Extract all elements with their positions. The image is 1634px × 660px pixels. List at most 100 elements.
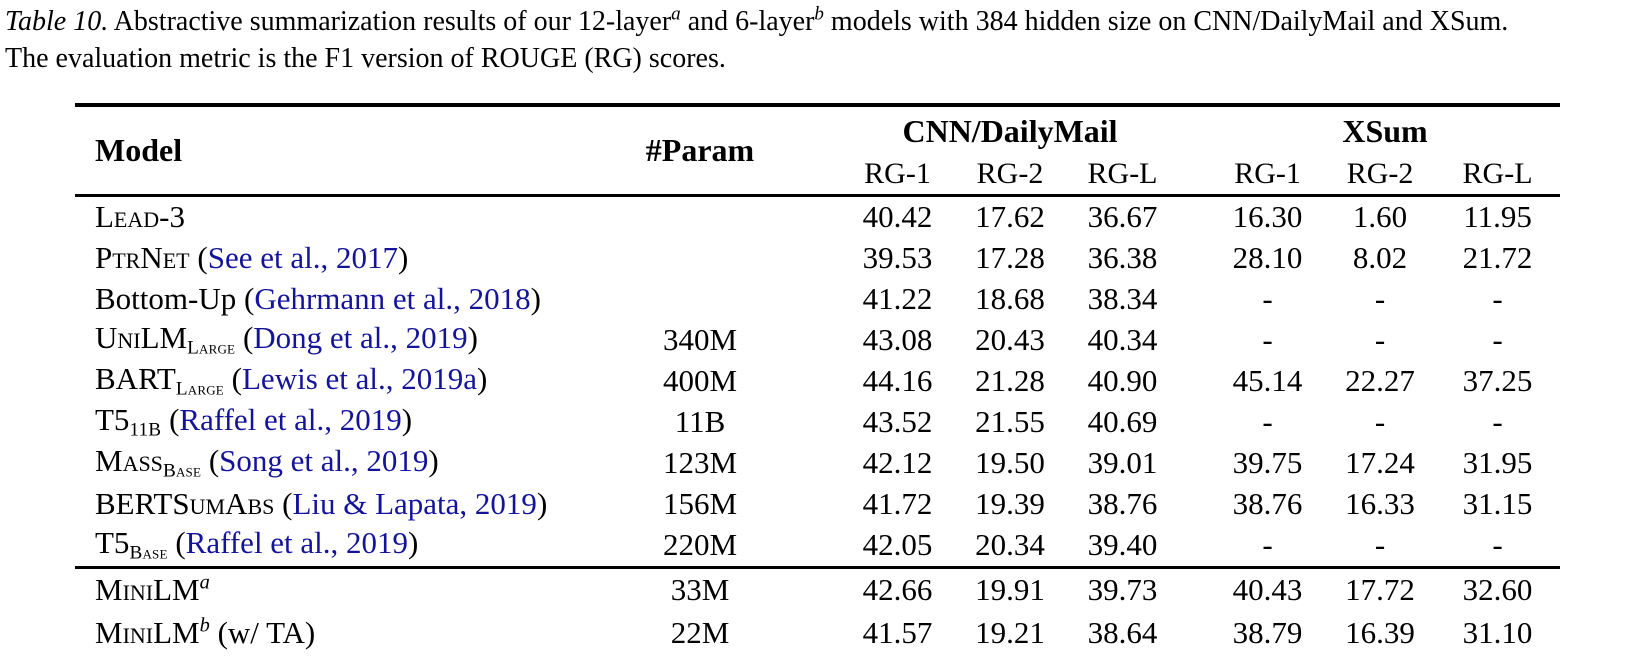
model-cell: BERTSumAbs (Liu & Lapata, 2019) bbox=[95, 486, 548, 521]
col-group-xsum: XSum bbox=[1342, 112, 1428, 149]
score-cell: 41.72 bbox=[862, 486, 933, 521]
model-cell: BARTLarge (Lewis et al., 2019a) bbox=[95, 361, 488, 400]
param-cell bbox=[635, 195, 765, 238]
caption-text-2: and 6-layer bbox=[680, 6, 815, 37]
score-cell: 39.73 bbox=[1065, 565, 1181, 612]
score-cell: 40.34 bbox=[1087, 322, 1158, 357]
score-cell: 44.16 bbox=[862, 363, 933, 398]
spacer bbox=[1180, 195, 1210, 238]
model-cell: MassBase (Song et al., 2019) bbox=[95, 443, 439, 482]
model-name: UniLM bbox=[95, 320, 188, 356]
model-name-suffix: (w/ TA) bbox=[209, 615, 316, 650]
col-header-model: Model bbox=[75, 105, 635, 197]
col-group-cnn-dailymail: CNN/DailyMail bbox=[902, 112, 1118, 149]
score-cell: - bbox=[1492, 527, 1503, 562]
table-row: UniLMLarge (Dong et al., 2019) 340M 43.08 2… bbox=[75, 320, 1560, 361]
score-cell: - bbox=[1374, 281, 1386, 316]
col-header-cnn-rg2: RG-2 bbox=[955, 155, 1065, 197]
score-cell: 39.53 bbox=[862, 240, 933, 275]
score-cell: 39.40 bbox=[1087, 527, 1158, 562]
spacer bbox=[1180, 238, 1210, 279]
score-cell: 37.25 bbox=[1462, 363, 1533, 398]
col-header-xsum-rg2: RG-2 bbox=[1325, 155, 1436, 197]
param-cell: 156M bbox=[662, 486, 738, 521]
citation-link[interactable]: Raffel et al., 2019 bbox=[179, 402, 402, 438]
table-row: Lead-3 40.42 17.62 36.67 16.30 1.60 11.95 bbox=[75, 195, 1560, 238]
table-row: Bottom-Up (Gehrmann et al., 2018) 41.22 18… bbox=[75, 279, 1560, 320]
model-name: PtrNet bbox=[95, 240, 190, 275]
group-header-row: Model #Param CNN/DailyMail XSum bbox=[75, 105, 1560, 197]
spacer bbox=[765, 279, 840, 320]
model-subscript: 11B bbox=[129, 419, 162, 441]
param-cell: 220M bbox=[662, 527, 738, 562]
param-cell bbox=[635, 238, 765, 279]
score-cell: 21.28 bbox=[975, 363, 1045, 398]
score-cell: - bbox=[1262, 322, 1273, 357]
model-subscript: Large bbox=[187, 337, 236, 359]
score-cell: 31.10 bbox=[1462, 615, 1533, 650]
score-cell: - bbox=[1374, 322, 1386, 357]
score-cell: 40.90 bbox=[1087, 363, 1158, 398]
score-cell: - bbox=[1492, 281, 1503, 316]
score-cell: 42.05 bbox=[862, 527, 933, 562]
caption-text-4: The evaluation metric is the F1 version … bbox=[5, 43, 726, 74]
score-cell: 17.28 bbox=[975, 240, 1045, 275]
col-header-param: #Param bbox=[635, 105, 765, 197]
model-name: Mass bbox=[95, 443, 163, 479]
model-subscript: Base bbox=[129, 542, 168, 564]
caption-superscript-a: a bbox=[671, 3, 681, 25]
score-cell: 21.72 bbox=[1462, 240, 1533, 275]
score-cell: 38.64 bbox=[1087, 615, 1158, 650]
spacer bbox=[765, 484, 840, 525]
citation-link[interactable]: See et al., 2017 bbox=[207, 240, 398, 275]
table-row: MassBase (Song et al., 2019) 123M 42.12 19.… bbox=[75, 443, 1560, 484]
model-superscript: b bbox=[199, 614, 210, 637]
citation-link[interactable]: Raffel et al., 2019 bbox=[185, 525, 409, 561]
param-cell: 11B bbox=[674, 404, 726, 439]
table-row: BERTSumAbs (Liu & Lapata, 2019) 156M 41.72… bbox=[75, 484, 1560, 525]
param-cell: 123M bbox=[662, 445, 738, 480]
score-cell: 19.21 bbox=[975, 615, 1045, 650]
citation-link[interactable]: Dong et al., 2019 bbox=[253, 320, 468, 356]
score-cell: 17.24 bbox=[1345, 445, 1415, 480]
model-cell: Lead-3 bbox=[75, 195, 635, 238]
score-cell: 42.66 bbox=[840, 565, 955, 612]
row-group-2: MiniLMa 33M 42.66 19.91 39.73 40.43 17.72 32.60… bbox=[75, 565, 1561, 655]
score-cell: - bbox=[1262, 281, 1273, 316]
table-row: T511B (Raffel et al., 2019) 11B 43.52 21.55… bbox=[75, 402, 1560, 443]
score-cell: 32.60 bbox=[1435, 565, 1561, 612]
score-cell: 39.75 bbox=[1232, 445, 1303, 480]
citation-link[interactable]: Lewis et al., 2019a bbox=[242, 361, 478, 397]
spacer bbox=[765, 402, 840, 443]
caption-text-3: models with 384 hidden size on CNN/Daily… bbox=[823, 6, 1509, 37]
score-cell: 19.50 bbox=[975, 445, 1045, 480]
table-row: MiniLMa 33M 42.66 19.91 39.73 40.43 17.72 32.60 bbox=[75, 565, 1561, 612]
score-cell: 45.14 bbox=[1232, 363, 1303, 398]
col-header-cnn-rgl: RG-L bbox=[1065, 155, 1181, 197]
table-row: PtrNet (See et al., 2017) 39.53 17.28 36.38… bbox=[75, 238, 1560, 279]
score-cell: 36.38 bbox=[1087, 240, 1158, 275]
score-cell: 28.10 bbox=[1232, 240, 1303, 275]
caption-text-1: Abstractive summarization results of our… bbox=[108, 6, 672, 37]
score-cell: 11.95 bbox=[1463, 199, 1532, 234]
citation-link[interactable]: Song et al., 2019 bbox=[219, 443, 429, 479]
param-cell bbox=[635, 279, 765, 320]
spacer bbox=[765, 565, 840, 612]
param-cell: 22M bbox=[670, 615, 730, 650]
model-cell: UniLMLarge (Dong et al., 2019) bbox=[95, 320, 478, 359]
spacer bbox=[765, 443, 840, 484]
score-cell: 16.30 bbox=[1232, 199, 1303, 234]
spacer bbox=[1180, 484, 1210, 525]
score-cell: 1.60 bbox=[1352, 199, 1408, 234]
citation-link[interactable]: Liu & Lapata, 2019 bbox=[292, 486, 537, 521]
citation-link[interactable]: Gehrmann et al., 2018 bbox=[254, 281, 531, 316]
score-cell: - bbox=[1262, 404, 1273, 439]
param-cell: 33M bbox=[635, 565, 765, 612]
spacer bbox=[765, 320, 840, 361]
score-cell: - bbox=[1374, 527, 1386, 562]
score-cell: - bbox=[1262, 527, 1273, 562]
score-cell: 38.34 bbox=[1087, 281, 1158, 316]
score-cell: 22.27 bbox=[1345, 363, 1415, 398]
metric-header-row: RG-1 RG-2 RG-L RG-1 RG-2 RG-L bbox=[75, 155, 1561, 197]
